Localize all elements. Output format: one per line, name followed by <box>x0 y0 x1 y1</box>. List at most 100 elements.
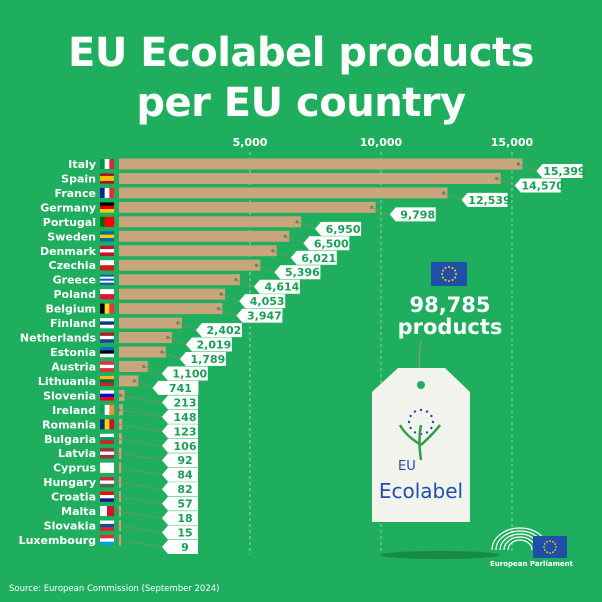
flag-icon <box>100 433 114 444</box>
bar-hole <box>283 234 287 238</box>
country-label: Italy <box>68 158 96 171</box>
title-line-2: per EU country <box>136 80 466 126</box>
value-tag: 741 <box>152 380 199 395</box>
value-tag: 123 <box>162 424 198 439</box>
bar <box>119 375 139 387</box>
publisher-name: European Parliament <box>490 560 573 568</box>
bar <box>119 187 448 199</box>
country-label: Greece <box>53 274 96 287</box>
value-tag: 2,019 <box>185 337 232 352</box>
country-label: Slovenia <box>43 389 96 402</box>
flag-icon <box>100 375 114 387</box>
value-tag: 6,950 <box>315 221 362 236</box>
tag-string <box>134 380 153 389</box>
tag-string <box>116 525 163 533</box>
bar <box>119 433 122 445</box>
value-label: 2,019 <box>196 339 231 352</box>
tag-string <box>518 163 537 172</box>
country-label: Hungary <box>43 476 96 489</box>
total-label: products <box>397 315 503 339</box>
x-tick-label: 10,000 <box>360 136 403 149</box>
flag-icon <box>100 477 114 488</box>
bar <box>119 158 523 170</box>
country-label: Sweden <box>47 230 96 243</box>
country-label: Slovakia <box>44 520 96 533</box>
value-tag: 2,402 <box>195 323 242 338</box>
flag-icon <box>100 303 115 314</box>
country-label: Latvia <box>58 447 96 460</box>
value-tag: 15 <box>162 525 198 540</box>
flag-icon <box>100 173 114 184</box>
tag-string <box>443 192 462 201</box>
tag-string <box>167 337 187 345</box>
country-label: Ireland <box>52 404 96 417</box>
tag-string <box>117 481 163 490</box>
x-tick-label: 5,000 <box>233 136 268 149</box>
shadow <box>380 551 500 559</box>
flag-icon <box>100 419 115 430</box>
tag-string <box>177 322 197 331</box>
bar-hole <box>132 379 137 383</box>
value-tag: 106 <box>162 438 198 453</box>
country-label: Cyprus <box>53 462 96 475</box>
ecolabel-tag-logo: EU Ecolabel <box>372 339 470 522</box>
value-label: 213 <box>174 396 197 409</box>
country-label: Denmark <box>40 245 97 258</box>
country-label: Estonia <box>50 346 96 359</box>
tag-string <box>143 366 162 374</box>
value-label: 84 <box>177 469 193 482</box>
value-tag: 15,399 <box>536 164 586 178</box>
bar-hole <box>495 176 499 181</box>
value-label: 15,399 <box>543 165 585 178</box>
value-label: 92 <box>177 454 192 467</box>
country-label: Belgium <box>45 303 96 316</box>
value-label: 1,100 <box>172 367 207 380</box>
value-tag: 9,798 <box>389 207 436 222</box>
flag-icon <box>100 404 115 415</box>
european-parliament-logo <box>491 527 567 558</box>
value-label: 9,798 <box>400 208 435 221</box>
value-tag: 213 <box>162 395 198 410</box>
value-tag: 148 <box>162 409 198 424</box>
tag-string <box>117 467 163 476</box>
value-tag: 14,570 <box>514 178 564 193</box>
flag-icon <box>100 245 114 256</box>
country-label: Czechia <box>49 259 96 272</box>
country-label: Portugal <box>43 216 96 229</box>
total-value: 98,785 <box>409 293 491 317</box>
value-label: 2,402 <box>207 324 242 337</box>
flag-icon <box>100 520 114 531</box>
tag-string <box>120 395 163 403</box>
tag-string <box>118 409 163 418</box>
tag-string <box>496 178 515 186</box>
tag-string <box>118 423 163 432</box>
value-tag: 4,614 <box>253 279 300 294</box>
value-label: 9 <box>181 541 189 554</box>
flag-icon <box>100 361 114 372</box>
value-tag: 9 <box>162 540 198 554</box>
value-label: 3,947 <box>247 310 282 323</box>
bar <box>119 245 277 257</box>
tag-string <box>296 221 316 230</box>
country-label: Croatia <box>51 491 96 504</box>
country-label: Lithuania <box>38 375 96 388</box>
bar <box>119 201 376 213</box>
country-label: Spain <box>61 172 96 185</box>
bar <box>119 230 290 242</box>
tag-string <box>116 496 163 504</box>
value-label: 5,396 <box>285 266 320 279</box>
value-tag: 18 <box>162 511 198 526</box>
tag-string <box>116 539 163 548</box>
bar <box>119 505 121 517</box>
value-tag: 6,500 <box>303 236 350 251</box>
value-tag: 82 <box>162 482 198 497</box>
flag-icon <box>100 535 114 546</box>
value-label: 148 <box>174 411 197 424</box>
bar <box>119 491 121 503</box>
value-label: 57 <box>177 498 192 511</box>
flag-icon <box>100 187 115 198</box>
flag-icon <box>100 231 114 242</box>
value-label: 6,950 <box>326 223 361 236</box>
tag-string <box>161 351 180 360</box>
value-label: 15 <box>177 527 192 540</box>
